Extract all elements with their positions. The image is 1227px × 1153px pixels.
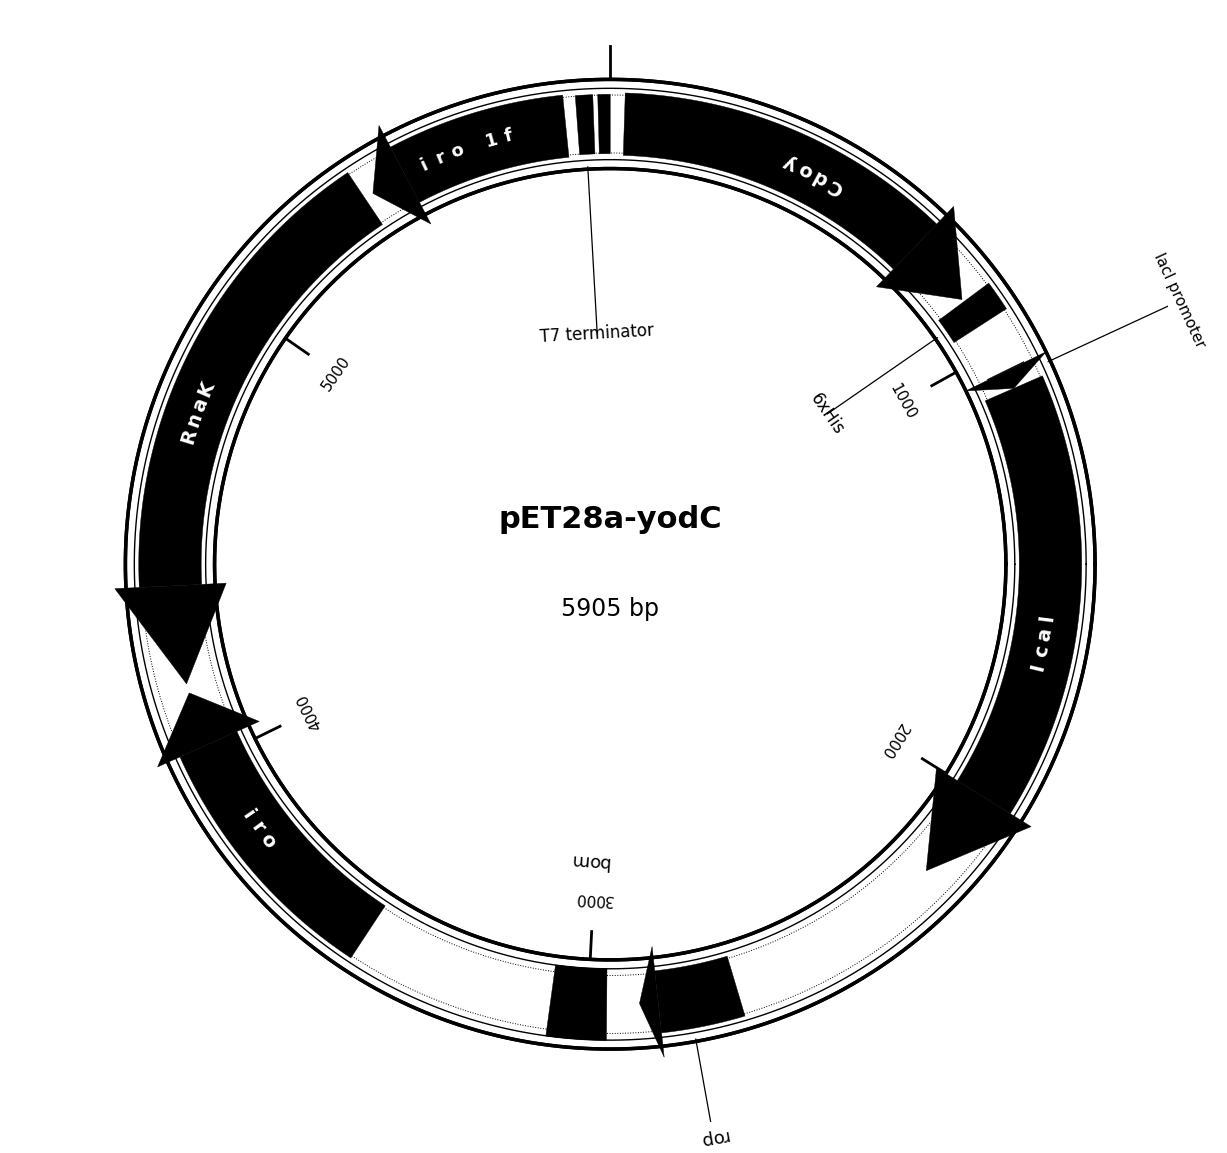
Polygon shape (373, 126, 431, 224)
Polygon shape (546, 965, 607, 1040)
Polygon shape (966, 352, 1047, 391)
Polygon shape (598, 95, 610, 153)
Text: 5000: 5000 (319, 353, 353, 393)
Text: r: r (433, 148, 448, 168)
Text: T7 terminator: T7 terminator (540, 322, 655, 346)
Text: lacI promoter: lacI promoter (1151, 251, 1209, 351)
Text: 2000: 2000 (877, 721, 910, 761)
Text: K: K (195, 378, 218, 400)
Polygon shape (575, 95, 595, 155)
Polygon shape (639, 947, 664, 1057)
Polygon shape (876, 206, 962, 300)
Text: 1: 1 (482, 130, 499, 151)
Text: i: i (238, 806, 258, 822)
Text: o: o (256, 830, 280, 852)
Polygon shape (988, 362, 1025, 380)
Polygon shape (115, 583, 226, 684)
Text: l: l (1037, 613, 1056, 623)
Polygon shape (939, 284, 1006, 342)
Text: bom: bom (568, 851, 610, 872)
Text: d: d (810, 166, 831, 189)
Text: n: n (183, 410, 205, 430)
Polygon shape (957, 376, 1082, 814)
Text: rop: rop (697, 1126, 730, 1150)
Text: 5905 bp: 5905 bp (561, 597, 659, 620)
Polygon shape (157, 693, 259, 767)
Text: o: o (448, 141, 466, 163)
Text: 1000: 1000 (887, 382, 919, 422)
Text: I: I (1028, 662, 1048, 673)
Text: 3000: 3000 (574, 890, 614, 906)
Polygon shape (180, 731, 385, 958)
Text: c: c (1032, 643, 1053, 658)
Text: 6xHis: 6xHis (807, 390, 848, 438)
Text: r: r (248, 819, 269, 837)
Polygon shape (139, 173, 383, 588)
Text: C: C (825, 174, 847, 197)
Polygon shape (926, 768, 1031, 871)
Circle shape (126, 81, 1094, 1048)
Text: o: o (795, 158, 816, 181)
Text: R: R (178, 427, 200, 446)
Text: 4000: 4000 (294, 691, 325, 732)
Text: a: a (1034, 626, 1055, 642)
Text: a: a (189, 394, 211, 414)
Text: i: i (417, 156, 431, 175)
Text: f: f (503, 126, 514, 145)
Polygon shape (623, 93, 936, 269)
Polygon shape (390, 96, 569, 203)
Polygon shape (655, 956, 745, 1033)
Text: pET28a-yodC: pET28a-yodC (498, 505, 721, 534)
Circle shape (125, 80, 1094, 1049)
Text: y: y (780, 151, 800, 174)
